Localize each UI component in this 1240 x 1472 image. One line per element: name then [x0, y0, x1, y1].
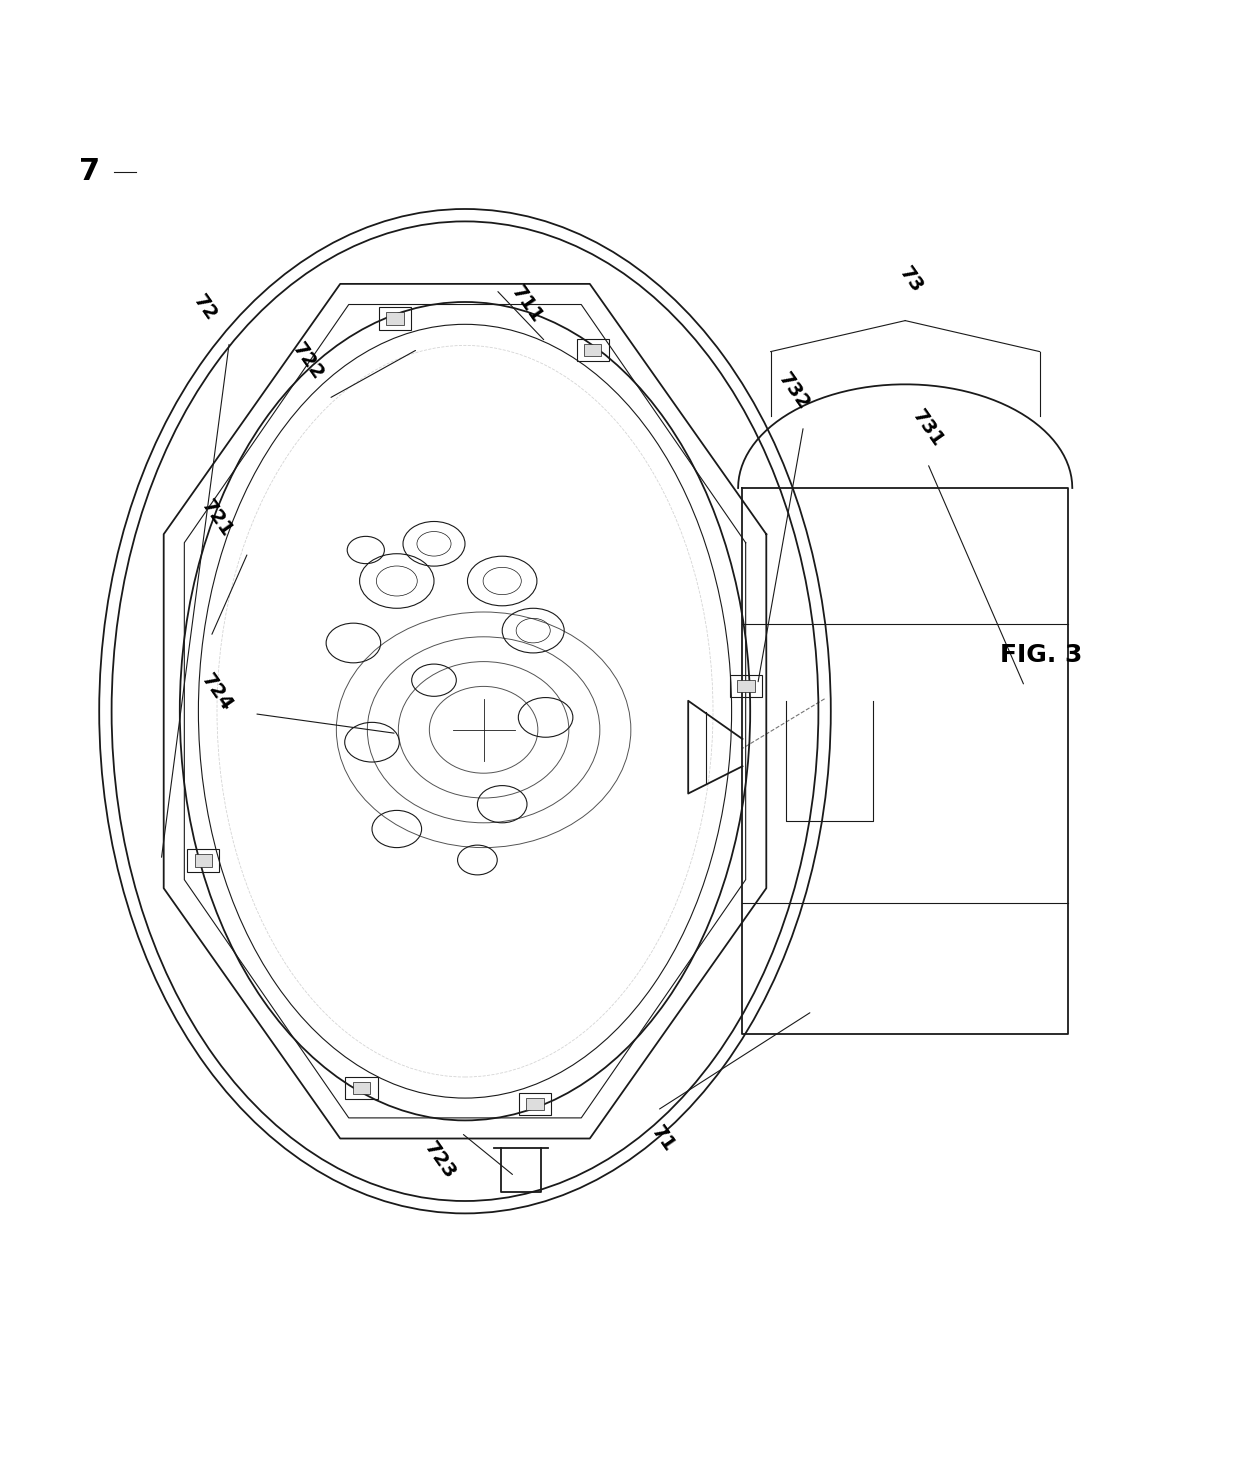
Bar — [738, 680, 755, 692]
Bar — [526, 1098, 543, 1110]
Bar — [730, 674, 763, 696]
Text: 72: 72 — [188, 291, 221, 325]
Text: 71: 71 — [647, 1123, 680, 1156]
Bar — [577, 339, 609, 361]
Text: 721: 721 — [197, 498, 237, 542]
Bar — [195, 854, 212, 867]
Bar — [387, 312, 404, 325]
Bar — [584, 344, 601, 356]
Text: 723: 723 — [420, 1138, 460, 1182]
Bar — [345, 1078, 377, 1100]
Bar — [352, 1082, 370, 1094]
Bar — [187, 849, 219, 871]
Bar — [379, 308, 412, 330]
Text: 73: 73 — [895, 263, 928, 296]
Text: 731: 731 — [908, 406, 947, 450]
Bar — [518, 1092, 551, 1116]
Text: FIG. 3: FIG. 3 — [1001, 643, 1083, 667]
Text: 722: 722 — [288, 340, 327, 384]
Text: 7: 7 — [78, 158, 100, 187]
Text: 732: 732 — [774, 369, 813, 414]
Text: 711: 711 — [507, 283, 547, 327]
Text: 724: 724 — [197, 670, 237, 715]
